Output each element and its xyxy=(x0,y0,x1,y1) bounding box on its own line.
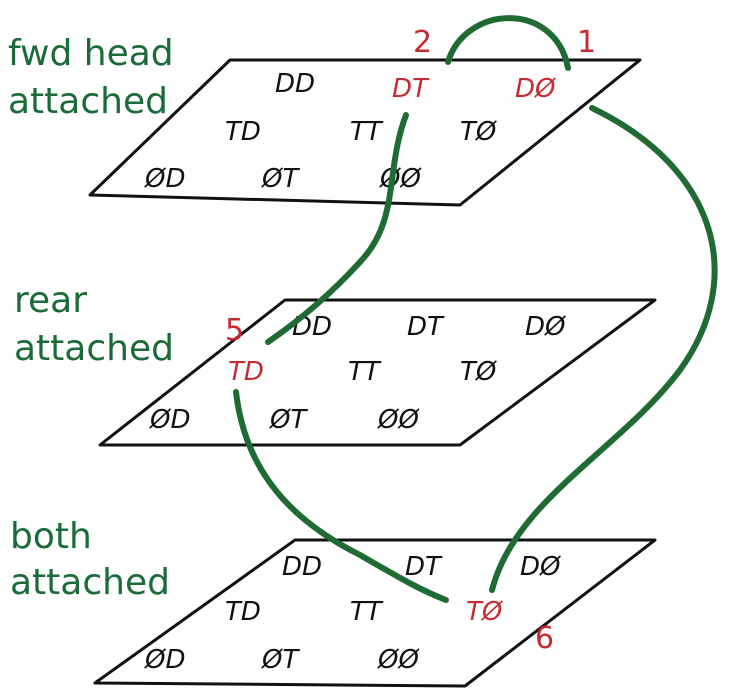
transition-links xyxy=(233,15,718,603)
cell-00: ØØ xyxy=(377,645,420,675)
link-2-to-5 xyxy=(265,112,409,345)
cell-t0: TØ xyxy=(460,117,498,147)
step-number: 1 xyxy=(577,25,596,60)
cell-00: ØØ xyxy=(377,405,420,435)
cell-dd: DD xyxy=(275,69,315,99)
cell-dt: DT xyxy=(405,552,443,582)
cell-0t: ØT xyxy=(261,645,300,675)
cell-d0: DØ xyxy=(525,312,567,342)
layer-label: both xyxy=(10,516,92,557)
link-1-to-2 xyxy=(445,15,571,71)
step-number: 5 xyxy=(225,313,244,348)
layer-label: attached xyxy=(8,81,168,122)
layer-label: attached xyxy=(14,328,174,369)
step-number: 2 xyxy=(413,25,432,60)
layer-plane xyxy=(88,58,642,207)
cell-0d: ØD xyxy=(144,645,186,675)
layer-label: attached xyxy=(10,562,170,603)
layer-both-attached: both attached DD DT DØ TD TT TØ ØD ØT ØØ xyxy=(10,516,657,688)
layer-label: rear xyxy=(14,280,87,321)
cell-d0: DØ xyxy=(520,552,562,582)
cell-0d: ØD xyxy=(149,405,191,435)
cell-d0: DØ xyxy=(515,74,557,104)
cell-0t: ØT xyxy=(269,405,308,435)
link-5-to-6 xyxy=(233,389,449,603)
cell-0d: ØD xyxy=(144,164,186,194)
cell-dd: DD xyxy=(282,552,322,582)
step-number: 6 xyxy=(535,621,554,656)
cell-tt: TT xyxy=(348,357,382,387)
layer-rear-attached: rear attached DD DT DØ TD TT TØ ØD ØT ØØ xyxy=(14,280,657,447)
cell-0t: ØT xyxy=(261,164,300,194)
layer-plane xyxy=(93,538,657,688)
layer-label: fwd head xyxy=(8,33,174,74)
cell-td: TD xyxy=(228,357,264,387)
cell-00: ØØ xyxy=(379,164,422,194)
cell-t0: TØ xyxy=(460,357,498,387)
cell-td: TD xyxy=(225,597,261,627)
cell-t0: TØ xyxy=(466,597,504,627)
cell-dt: DT xyxy=(392,74,430,104)
cell-dt: DT xyxy=(407,312,445,342)
layer-fwd-head-attached: fwd head attached DD DT DØ TD TT TØ ØD Ø… xyxy=(8,33,642,207)
cell-tt: TT xyxy=(350,597,384,627)
cell-tt: TT xyxy=(350,117,384,147)
cell-td: TD xyxy=(225,117,261,147)
link-1-to-6 xyxy=(489,105,718,593)
